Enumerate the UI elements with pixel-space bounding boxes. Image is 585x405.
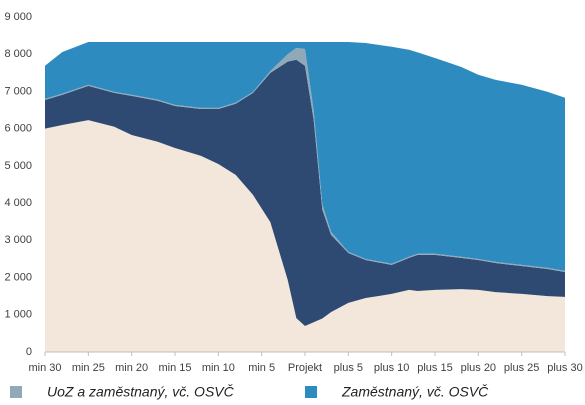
x-tick-label: min 10 — [202, 362, 235, 374]
y-tick-label: 2 000 — [4, 271, 32, 283]
y-tick-label: 6 000 — [4, 123, 32, 135]
y-tick-label: 0 — [26, 346, 32, 358]
legend-label: UoZ a zaměstnaný, vč. OSVČ — [47, 384, 235, 400]
x-tick-label: Projekt — [288, 362, 322, 374]
y-tick-label: 5 000 — [4, 160, 32, 172]
x-tick-label: plus 15 — [417, 362, 452, 374]
x-tick-label: min 30 — [28, 362, 61, 374]
x-tick-label: min 20 — [115, 362, 148, 374]
x-tick-label: plus 25 — [504, 362, 539, 374]
y-tick-label: 1 000 — [4, 309, 32, 321]
x-tick-label: plus 30 — [547, 362, 582, 374]
legend-swatch — [305, 386, 317, 398]
area-series — [45, 59, 565, 326]
area-series — [45, 41, 565, 271]
x-tick-label: min 5 — [248, 362, 275, 374]
x-tick-label: plus 20 — [461, 362, 496, 374]
legend-label: Zaměstnaný, vč. OSVČ — [341, 384, 489, 400]
x-tick-label: min 25 — [72, 362, 105, 374]
y-tick-label: 3 000 — [4, 234, 32, 246]
y-tick-label: 4 000 — [4, 197, 32, 209]
x-tick-label: plus 5 — [334, 362, 363, 374]
y-tick-label: 8 000 — [4, 48, 32, 60]
x-tick-label: min 15 — [158, 362, 191, 374]
legend-swatch — [10, 386, 22, 398]
y-tick-label: 7 000 — [4, 85, 32, 97]
area-series — [45, 120, 565, 352]
y-tick-label: 9 000 — [4, 11, 32, 23]
x-tick-label: plus 10 — [374, 362, 409, 374]
